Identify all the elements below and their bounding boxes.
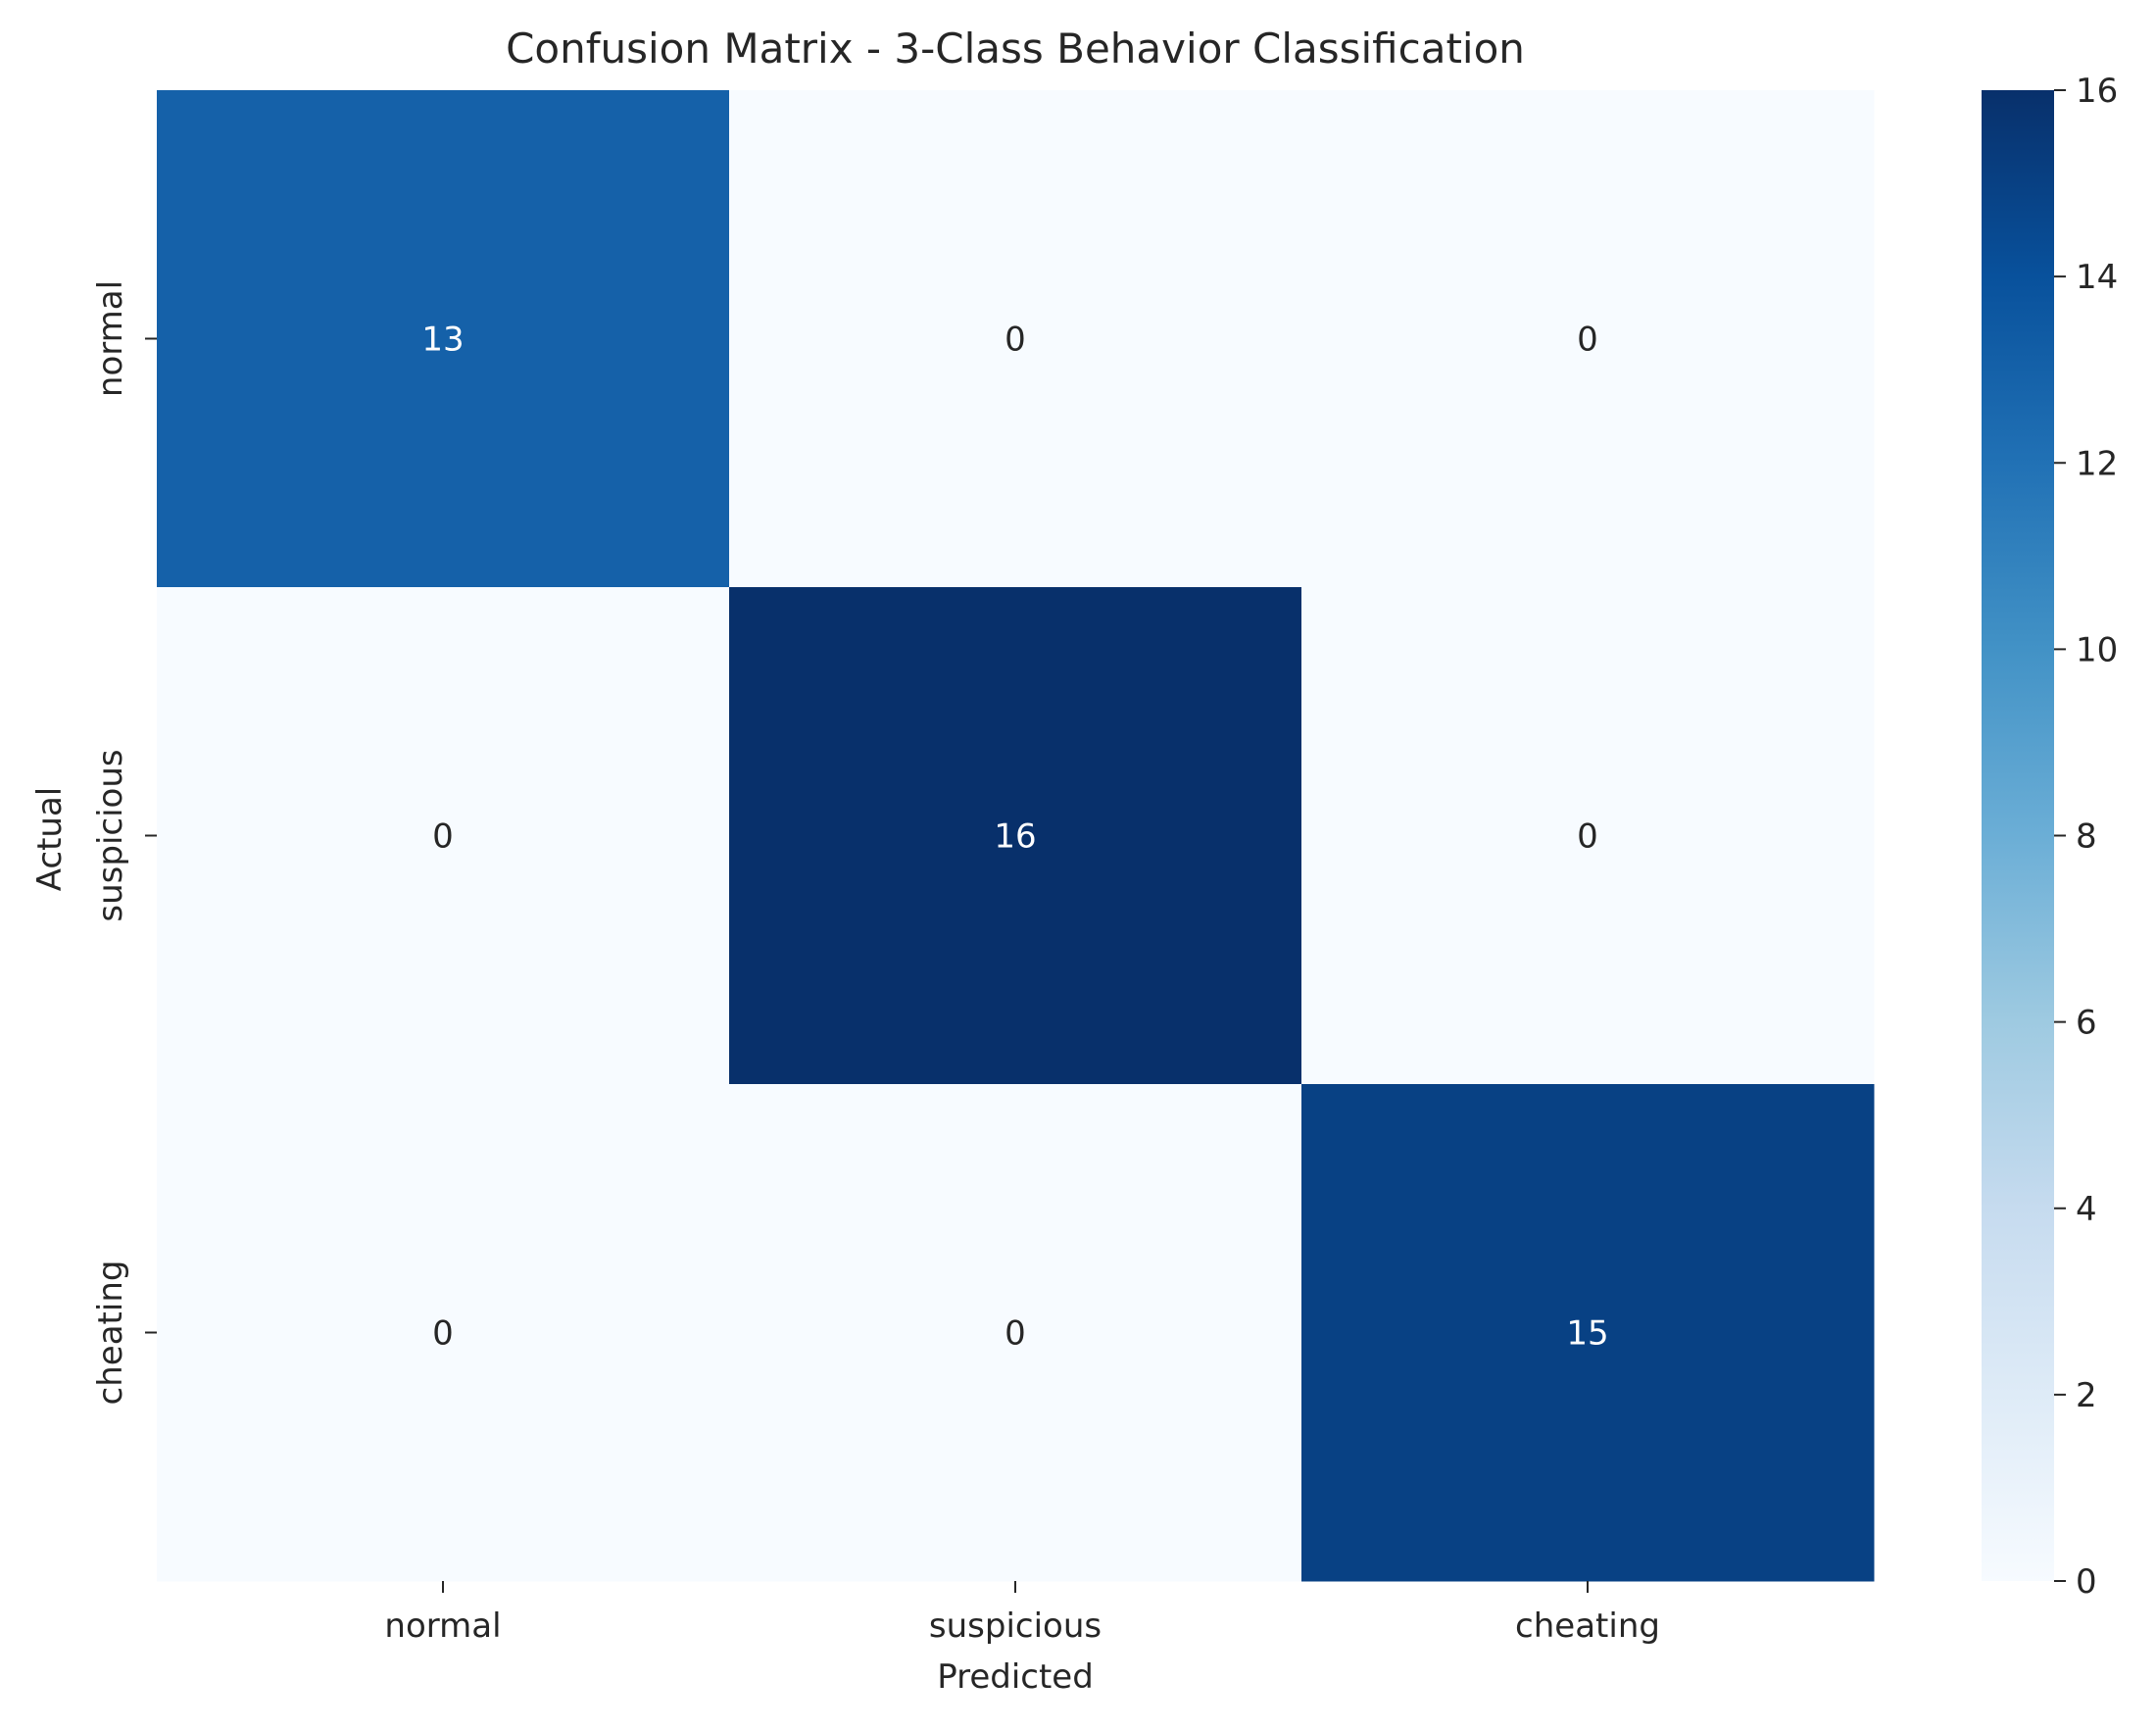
cell-value-label: 15 (1566, 1314, 1608, 1354)
cell-value-label: 16 (994, 817, 1036, 857)
x-axis-ticks: normal suspicious cheating (384, 1581, 1660, 1646)
heatmap-cell (1301, 587, 1875, 1085)
colorbar-tick-label: 8 (2076, 817, 2097, 857)
colorbar-tick-label: 2 (2076, 1376, 2097, 1415)
colorbar-tick-label: 10 (2076, 630, 2118, 669)
cell-value-label: 13 (421, 321, 464, 360)
cell-value-label: 0 (1004, 321, 1026, 360)
cell-value-label: 0 (432, 1314, 454, 1354)
x-tick-label: normal (384, 1606, 501, 1646)
cell-value-label: 0 (1577, 321, 1598, 360)
heatmap-cell (1301, 1084, 1875, 1582)
colorbar-tick-label: 14 (2076, 258, 2118, 297)
heatmap-cell (729, 90, 1302, 588)
heatmap-cell-labels: 13 0 0 0 16 0 0 0 15 (421, 321, 1608, 1354)
heatmap-cell (157, 587, 730, 1085)
heatmap-cell (1301, 90, 1875, 588)
cell-value-label: 0 (432, 817, 454, 857)
x-tick-label: suspicious (929, 1606, 1102, 1646)
y-tick-label: suspicious (91, 749, 130, 921)
heatmap-cells (157, 90, 1875, 1582)
heatmap-cell (157, 90, 730, 588)
colorbar-tick-label: 0 (2076, 1562, 2097, 1602)
colorbar-tick-label: 6 (2076, 1004, 2097, 1043)
y-tick-label: normal (91, 280, 130, 397)
heatmap-cell (157, 1084, 730, 1582)
colorbar-tick-label: 16 (2076, 72, 2118, 111)
chart-title: Confusion Matrix - 3-Class Behavior Clas… (506, 25, 1525, 73)
y-axis-ticks: normal suspicious cheating (91, 280, 157, 1406)
cell-value-label: 0 (1004, 1314, 1026, 1354)
y-axis-label: Actual (30, 787, 70, 892)
cell-value-label: 0 (1577, 817, 1598, 857)
colorbar-ticks: 0 2 4 6 8 10 12 14 16 (2054, 72, 2118, 1602)
heatmap-cell (729, 1084, 1302, 1582)
colorbar (1982, 90, 2054, 1581)
heatmap-cell (729, 587, 1302, 1085)
y-tick-label: cheating (91, 1260, 130, 1406)
colorbar-tick-label: 4 (2076, 1190, 2097, 1229)
x-tick-label: cheating (1515, 1606, 1660, 1646)
colorbar-tick-label: 12 (2076, 444, 2118, 483)
x-axis-label: Predicted (937, 1657, 1094, 1697)
